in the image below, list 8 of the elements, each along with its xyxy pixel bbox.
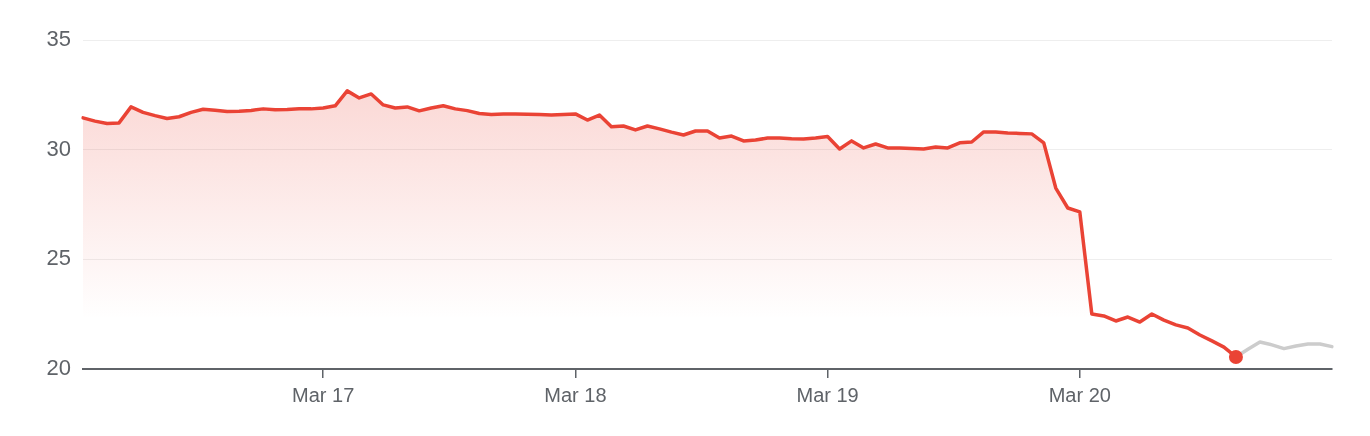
x-tick-label: Mar 18: [544, 383, 607, 406]
y-tick-label: 35: [46, 26, 71, 52]
y-tick-label: 25: [46, 245, 71, 271]
x-tick-label: Mar 17: [292, 383, 355, 406]
y-tick-label: 20: [46, 355, 71, 381]
y-tick-label: 30: [46, 135, 71, 161]
x-tick-label: Mar 20: [1048, 383, 1111, 406]
x-tick-label: Mar 19: [796, 383, 859, 406]
